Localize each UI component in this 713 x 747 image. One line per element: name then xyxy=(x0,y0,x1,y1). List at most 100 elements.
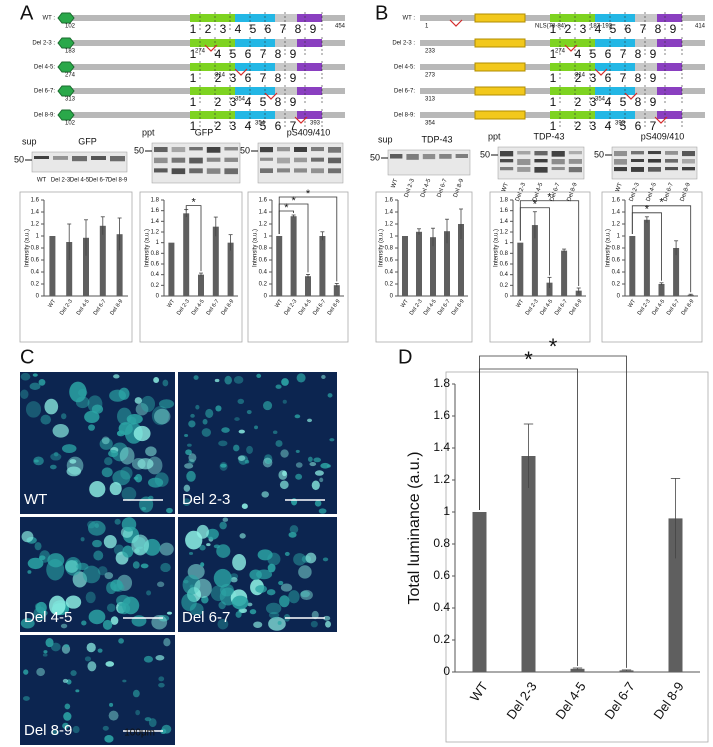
bar xyxy=(668,518,683,672)
exon-number: 9 xyxy=(310,22,317,36)
cell xyxy=(86,642,96,653)
y-tick-label: 1.2 xyxy=(500,230,509,236)
blot xyxy=(387,149,471,176)
y-tick-label: 0.6 xyxy=(433,568,450,582)
y-tick-label: 1.2 xyxy=(31,222,40,228)
bar xyxy=(402,236,408,296)
y-tick-label: 1.8 xyxy=(151,198,160,204)
x-tick-label: WT xyxy=(515,298,525,309)
cell xyxy=(162,379,169,387)
blot-band xyxy=(171,157,186,163)
cell xyxy=(295,449,300,453)
y-tick-label: 0.4 xyxy=(612,270,621,276)
cell xyxy=(159,542,174,556)
cell xyxy=(45,637,54,648)
blot-band xyxy=(277,157,290,164)
bar xyxy=(570,668,585,672)
domain-segment xyxy=(635,87,657,95)
blot-band xyxy=(682,151,695,157)
cell xyxy=(284,551,290,556)
cell xyxy=(182,498,191,506)
cell xyxy=(65,595,82,609)
lane-label: WT xyxy=(615,182,624,193)
cell xyxy=(52,423,69,438)
blot-band xyxy=(294,168,307,173)
domain-segment xyxy=(275,111,297,119)
construct-label: Del 6-7: xyxy=(394,89,415,95)
blot-band xyxy=(53,156,68,160)
significance-label: * xyxy=(524,347,533,372)
cell xyxy=(215,405,222,412)
bar xyxy=(658,284,665,296)
cell xyxy=(311,610,319,620)
domain-segment xyxy=(235,63,275,71)
x-tick-label: Del 2-3 xyxy=(283,299,298,317)
domain-segment xyxy=(297,111,322,119)
cell xyxy=(66,466,82,477)
y-tick-label: 1.8 xyxy=(500,198,509,204)
blot-band xyxy=(328,168,341,174)
cell xyxy=(321,374,326,380)
blot-band xyxy=(260,147,273,153)
blot-band xyxy=(110,156,125,162)
domain-segment xyxy=(190,14,235,22)
cell xyxy=(102,725,109,731)
position-note: 273 xyxy=(425,73,436,79)
cell xyxy=(153,377,160,383)
gfp-tag xyxy=(57,37,75,49)
cell xyxy=(87,661,97,672)
x-tick-label: Del 8-9 xyxy=(680,299,695,317)
cell xyxy=(75,689,80,693)
domain-segment xyxy=(190,111,235,119)
x-tick-label: Del 6-7 xyxy=(554,299,569,317)
cell xyxy=(33,456,44,466)
cell xyxy=(32,373,38,377)
y-tick-label: 0 xyxy=(505,294,509,300)
y-tick-label: 0 xyxy=(36,294,40,300)
cell xyxy=(300,590,310,598)
cell xyxy=(63,712,72,721)
cell xyxy=(140,395,156,413)
y-tick-label: 1.4 xyxy=(612,210,621,216)
cell xyxy=(272,430,278,435)
marker-label: 50 xyxy=(240,145,250,155)
lane-label: Del 2-3 xyxy=(404,178,416,199)
blot-band xyxy=(154,157,168,164)
lane-label: WT xyxy=(501,182,510,193)
cell xyxy=(246,410,252,415)
domain-segment xyxy=(275,14,297,22)
cell xyxy=(206,528,219,540)
significance-bracket xyxy=(278,196,338,282)
cell xyxy=(29,382,41,391)
lane-label: Del 4-5 xyxy=(70,178,90,184)
cell xyxy=(118,387,130,400)
cell xyxy=(166,507,173,514)
domain-segment xyxy=(190,39,235,47)
cell xyxy=(61,413,67,420)
cell xyxy=(202,418,208,425)
tile-label: WT xyxy=(24,491,47,508)
cell xyxy=(247,602,253,607)
cell xyxy=(268,611,280,619)
cell xyxy=(23,669,29,675)
y-tick-label: 1.8 xyxy=(433,376,450,390)
cell xyxy=(293,553,306,566)
domain-segment xyxy=(235,39,275,47)
exon-number: 9 xyxy=(650,47,657,61)
blot-band xyxy=(665,167,678,171)
cell xyxy=(218,601,226,610)
lane-label: Del 6-7 xyxy=(89,178,109,184)
cell xyxy=(268,616,286,631)
bar xyxy=(168,242,175,296)
gfp-tag xyxy=(57,12,75,24)
significance-label: * xyxy=(191,197,196,209)
cell xyxy=(77,388,88,397)
x-tick-label: WT xyxy=(166,298,176,309)
blot-band xyxy=(500,167,514,171)
cell xyxy=(20,372,31,381)
cell xyxy=(200,562,205,567)
cell xyxy=(221,427,230,433)
cell xyxy=(261,491,269,498)
exon-number: 2 xyxy=(215,119,222,133)
y-tick-label: 0 xyxy=(617,294,621,300)
